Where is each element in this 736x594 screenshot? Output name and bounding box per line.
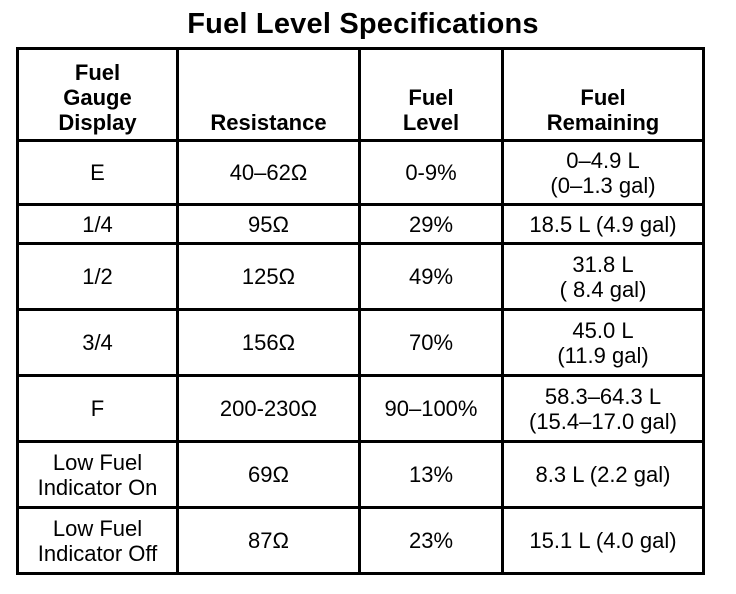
cell-remaining: 45.0 L (11.9 gal) [501, 308, 705, 377]
cell-level: 0-9% [358, 139, 504, 206]
table-row: F 200-230Ω 90–100% 58.3–64.3 L (15.4–17.… [16, 374, 705, 443]
table-row: Low Fuel Indicator On 69Ω 13% 8.3 L (2.2… [16, 440, 705, 509]
cell-level: 90–100% [358, 374, 504, 443]
cell-display: Low Fuel Indicator Off [16, 506, 179, 575]
table-row: E 40–62Ω 0-9% 0–4.9 L (0–1.3 gal) [16, 139, 705, 206]
header-row: Fuel Gauge Display Resistance Fuel Level… [16, 47, 705, 142]
table-row: Low Fuel Indicator Off 87Ω 23% 15.1 L (4… [16, 506, 705, 575]
cell-display: F [16, 374, 179, 443]
header-resistance: Resistance [176, 47, 361, 142]
header-fuel-remaining: Fuel Remaining [501, 47, 705, 142]
cell-remaining: 8.3 L (2.2 gal) [501, 440, 705, 509]
cell-level: 29% [358, 203, 504, 245]
cell-display: 1/4 [16, 203, 179, 245]
cell-remaining: 15.1 L (4.0 gal) [501, 506, 705, 575]
header-fuel-level: Fuel Level [358, 47, 504, 142]
cell-resistance: 87Ω [176, 506, 361, 575]
cell-display: Low Fuel Indicator On [16, 440, 179, 509]
cell-resistance: 125Ω [176, 242, 361, 311]
cell-resistance: 200-230Ω [176, 374, 361, 443]
cell-remaining: 18.5 L (4.9 gal) [501, 203, 705, 245]
cell-level: 70% [358, 308, 504, 377]
cell-remaining: 0–4.9 L (0–1.3 gal) [501, 139, 705, 206]
cell-remaining: 58.3–64.3 L (15.4–17.0 gal) [501, 374, 705, 443]
table-title: Fuel Level Specifications [187, 8, 539, 40]
table-row: 1/4 95Ω 29% 18.5 L (4.9 gal) [16, 203, 705, 245]
cell-display: 3/4 [16, 308, 179, 377]
cell-display: E [16, 139, 179, 206]
cell-resistance: 69Ω [176, 440, 361, 509]
cell-resistance: 156Ω [176, 308, 361, 377]
cell-resistance: 40–62Ω [176, 139, 361, 206]
cell-level: 23% [358, 506, 504, 575]
cell-resistance: 95Ω [176, 203, 361, 245]
table-row: 1/2 125Ω 49% 31.8 L ( 8.4 gal) [16, 242, 705, 311]
cell-level: 49% [358, 242, 504, 311]
table-row: 3/4 156Ω 70% 45.0 L (11.9 gal) [16, 308, 705, 377]
cell-remaining: 31.8 L ( 8.4 gal) [501, 242, 705, 311]
cell-level: 13% [358, 440, 504, 509]
header-fuel-gauge-display: Fuel Gauge Display [16, 47, 179, 142]
fuel-level-table: Fuel Gauge Display Resistance Fuel Level… [16, 47, 705, 575]
cell-display: 1/2 [16, 242, 179, 311]
